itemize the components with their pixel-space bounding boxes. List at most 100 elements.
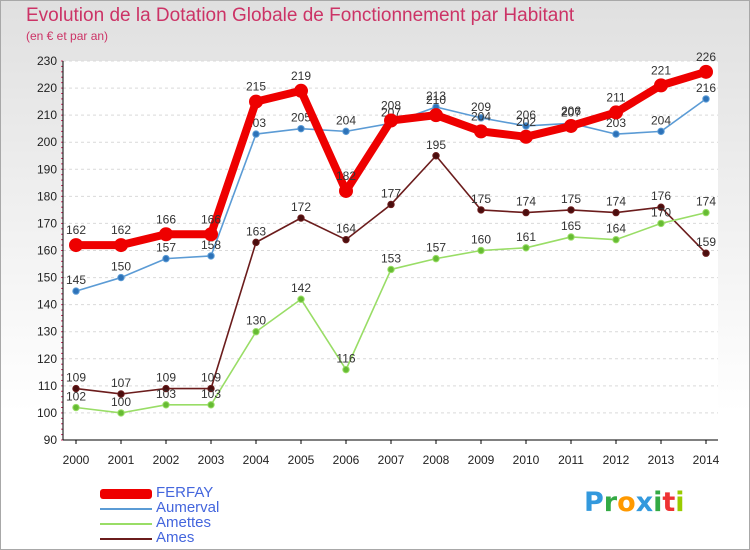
x-tick-label: 2002	[153, 453, 180, 467]
y-tick-label: 190	[37, 162, 57, 176]
data-label-ferfay: 210	[426, 93, 446, 107]
data-point-amettes	[297, 295, 305, 303]
data-label-ferfay: 215	[246, 80, 266, 94]
data-point-ferfay	[339, 183, 353, 198]
y-tick-label: 230	[37, 54, 57, 68]
data-label-aumerval: 207	[561, 105, 581, 119]
data-label-ferfay: 208	[381, 99, 401, 113]
data-point-ames	[702, 249, 710, 257]
data-label-aumerval: 157	[156, 241, 176, 255]
data-label-ferfay: 211	[606, 90, 625, 104]
data-label-amettes: 153	[381, 251, 401, 265]
data-label-ferfay: 182	[336, 169, 356, 183]
data-point-ames	[207, 384, 215, 393]
x-tick-label: 2004	[243, 453, 270, 467]
data-point-ferfay	[654, 78, 668, 93]
data-label-ferfay: 166	[201, 212, 221, 226]
x-tick-label: 2003	[198, 453, 225, 467]
data-label-amettes: 130	[246, 314, 266, 328]
data-point-ferfay	[249, 94, 263, 109]
data-point-amettes	[72, 403, 80, 412]
data-point-aumerval	[252, 130, 260, 138]
data-point-ames	[252, 238, 260, 247]
legend-label-ferfay: FERFAY	[156, 484, 214, 501]
data-point-ferfay	[429, 108, 443, 123]
data-label-ferfay: 204	[471, 109, 491, 123]
data-point-aumerval	[297, 124, 305, 133]
legend-swatch-ferfay	[100, 488, 152, 499]
data-point-ferfay	[114, 238, 128, 253]
data-point-aumerval	[342, 127, 350, 136]
data-label-aumerval: 213	[426, 89, 446, 103]
data-point-ames	[612, 208, 620, 217]
data-point-ames	[432, 152, 440, 160]
y-tick-label: 170	[37, 216, 57, 230]
data-label-aumerval: 158	[201, 238, 221, 252]
chart-title: Evolution de la Dotation Globale de Fonc…	[26, 5, 575, 26]
data-point-amettes	[702, 208, 710, 217]
data-label-amettes: 100	[111, 395, 131, 409]
x-tick-label: 2010	[513, 453, 540, 467]
logo-letter: i	[675, 487, 685, 518]
x-tick-label: 2007	[378, 453, 405, 467]
data-point-ames	[522, 208, 530, 217]
y-tick-label: 140	[37, 298, 57, 312]
data-point-ames	[657, 203, 665, 211]
y-tick-label: 180	[37, 189, 57, 203]
x-tick-label: 2013	[648, 453, 675, 467]
data-point-amettes	[477, 246, 485, 255]
legend-label-amettes: Amettes	[156, 514, 212, 531]
data-point-amettes	[252, 328, 260, 336]
y-tick-label: 160	[37, 244, 57, 258]
data-point-ferfay	[204, 227, 218, 242]
data-point-amettes	[342, 365, 350, 374]
data-label-amettes: 157	[426, 241, 446, 255]
x-tick-label: 2008	[423, 453, 450, 467]
logo-letter: o	[617, 487, 636, 518]
data-point-aumerval	[72, 287, 80, 295]
logo-letter: r	[603, 487, 618, 518]
data-point-ames	[297, 214, 305, 222]
data-point-aumerval	[162, 254, 170, 263]
data-label-ferfay: 162	[111, 223, 131, 237]
data-point-amettes	[567, 233, 575, 241]
data-label-amettes: 116	[336, 352, 355, 366]
x-tick-label: 2014	[693, 453, 720, 467]
data-label-ames: 159	[696, 235, 716, 249]
data-point-ferfay	[699, 64, 713, 79]
data-point-aumerval	[657, 127, 665, 136]
data-label-ames: 163	[246, 224, 266, 238]
data-label-amettes: 103	[156, 387, 176, 401]
data-label-ames: 172	[291, 200, 311, 214]
y-tick-label: 130	[37, 325, 57, 339]
data-label-ames: 164	[336, 222, 356, 236]
data-label-aumerval: 145	[66, 273, 86, 287]
x-tick-label: 2001	[108, 453, 135, 467]
data-point-amettes	[612, 235, 620, 244]
data-point-ferfay	[294, 83, 308, 98]
data-point-ferfay	[474, 124, 488, 139]
x-tick-label: 2012	[603, 453, 630, 467]
legend-swatch-aumerval	[100, 507, 152, 510]
data-label-ames: 176	[651, 189, 671, 203]
data-point-ames	[387, 200, 395, 209]
data-point-ames	[342, 235, 350, 244]
x-tick-label: 2011	[558, 453, 584, 467]
data-label-ames: 174	[516, 195, 536, 209]
data-label-amettes: 174	[696, 195, 716, 209]
data-label-ames: 109	[201, 371, 221, 385]
data-label-ames: 175	[471, 192, 491, 206]
data-point-ames	[117, 390, 125, 398]
data-point-aumerval	[477, 114, 485, 122]
data-label-aumerval: 204	[651, 113, 671, 127]
data-label-aumerval: 206	[516, 108, 536, 122]
x-tick-label: 2000	[63, 453, 90, 467]
y-tick-label: 100	[37, 406, 57, 420]
data-point-amettes	[522, 244, 530, 252]
legend-label-aumerval: Aumerval	[156, 499, 220, 516]
data-label-ames: 109	[156, 371, 176, 385]
data-label-ferfay: 226	[696, 50, 716, 64]
data-point-amettes	[387, 265, 395, 274]
data-point-aumerval	[612, 130, 620, 138]
